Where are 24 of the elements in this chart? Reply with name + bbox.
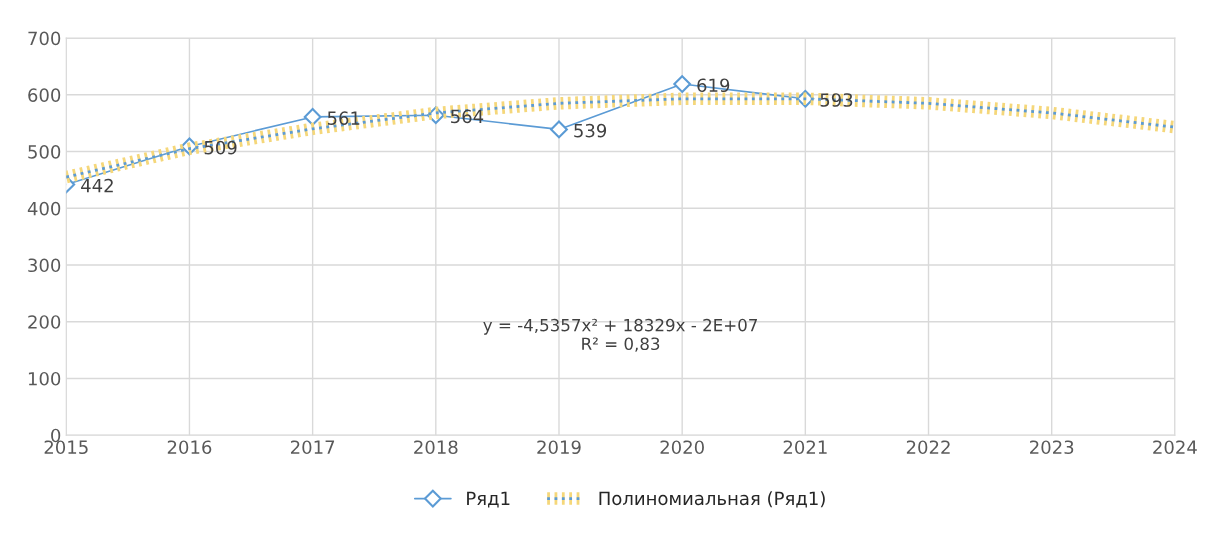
x-tick-label: 2020 <box>660 440 704 455</box>
x-tick-label: 2018 <box>414 440 458 455</box>
x-tick-label: 2022 <box>906 440 950 455</box>
annotation: y = -4,5357x² + 18329x - 2E+07 R² = 0,83 <box>483 318 757 352</box>
y-tick-label: 400 <box>27 201 61 216</box>
x-tick-label: 2024 <box>1153 440 1197 455</box>
y-tick-label: 500 <box>28 145 61 159</box>
y-tick-label: 200 <box>28 315 61 329</box>
y-tick-label: 300 <box>28 258 61 273</box>
legend-label: Ряд1 <box>467 491 510 508</box>
x-tick-label: 2023 <box>1030 440 1074 455</box>
data-label: 539 <box>574 123 607 138</box>
x-tick-label: 2021 <box>783 440 827 455</box>
x-tick-label: 2019 <box>537 440 581 455</box>
x-tick-label: 2016 <box>167 440 212 455</box>
y-tick-label: 700 <box>28 31 61 46</box>
y-tick-label: 600 <box>28 88 61 102</box>
point <box>673 75 692 93</box>
y-tick-label: 100 <box>28 371 61 386</box>
legend-label: Полиномиальная (Ряд1) <box>599 491 825 508</box>
data-label: 442 <box>81 178 113 193</box>
point <box>303 108 322 126</box>
x-tick-label: 2017 <box>290 440 335 455</box>
point <box>550 120 568 139</box>
